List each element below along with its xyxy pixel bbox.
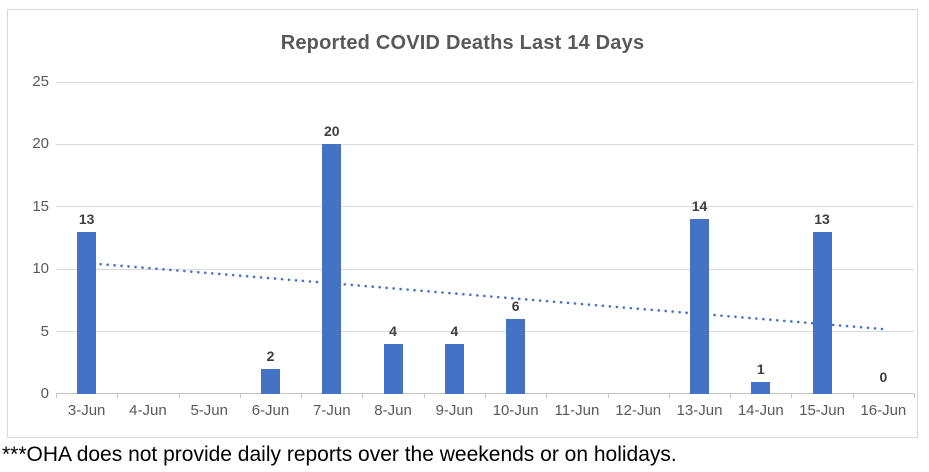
bar-value-label-8-Jun: 4 [389,323,397,340]
x-axis-tick-12 [791,394,793,398]
x-axis-tick-4 [301,394,303,398]
x-tick-label-5-Jun: 5-Jun [190,402,228,419]
bar-14-Jun [751,381,771,394]
x-axis-tick-11 [730,394,732,398]
bar-3-Jun [77,231,97,394]
bar-value-label-16-Jun: 0 [879,369,888,385]
x-tick-label-12-Jun: 12-Jun [615,402,662,419]
gridline-25 [56,81,914,83]
bar-7-Jun [322,144,342,394]
x-axis-tick-0 [56,394,57,398]
x-axis-line [56,393,914,394]
x-axis-tick-9 [607,394,609,398]
bar-value-label-7-Jun: 20 [323,123,340,140]
gridline-15 [56,206,914,208]
y-tick-label-15: 15 [32,197,49,215]
y-tick-label-10: 10 [32,260,49,278]
x-tick-label-15-Jun: 15-Jun [799,402,845,419]
bar-value-label-14-Jun: 1 [756,360,765,377]
x-axis-tick-1 [117,394,119,398]
x-tick-label-14-Jun: 14-Jun [737,402,784,419]
x-tick-label-4-Jun: 4-Jun [129,402,167,419]
gridline-5 [56,331,914,333]
bar-10-Jun [506,319,526,394]
x-tick-label-13-Jun: 13-Jun [676,402,723,419]
x-axis-tick-2 [178,394,180,398]
bar-15-Jun [812,231,832,394]
x-tick-label-6-Jun: 6-Jun [251,402,290,419]
x-tick-label-11-Jun: 11-Jun [554,402,600,419]
bar-13-Jun [690,219,709,394]
bar-6-Jun [261,369,280,394]
x-axis-tick-6 [423,394,425,398]
plot-area: 13 2 20 4 4 6 14 1 13 0 [56,81,914,394]
footnote: ***OHA does not provide daily reports ov… [2,443,677,466]
y-tick-label-20: 20 [32,135,49,153]
trendline-path [85,261,885,331]
y-tick-label-5: 5 [40,322,49,340]
x-axis-tick-14 [914,394,915,398]
x-axis-tick-13 [852,394,854,398]
y-tick-label-25: 25 [32,73,49,90]
bar-value-label-10-Jun: 6 [511,298,520,315]
x-tick-label-7-Jun: 7-Jun [313,402,351,419]
y-tick-label-0: 0 [40,385,49,402]
chart-title: Reported COVID Deaths Last 14 Days [280,32,645,54]
bar-value-label-13-Jun: 14 [691,198,708,215]
x-axis-tick-3 [239,394,241,398]
x-axis-tick-8 [546,394,548,398]
bar-9-Jun [444,344,464,394]
x-axis-tick-7 [485,394,486,398]
covid-deaths-chart: Reported COVID Deaths Last 14 Days 13 2 20… [7,9,918,438]
gridline-20 [56,143,914,145]
x-tick-label-9-Jun: 9-Jun [435,402,474,419]
gridline-10 [56,268,914,270]
bar-value-label-3-Jun: 13 [78,210,95,227]
bar-value-label-6-Jun: 2 [266,348,275,365]
x-axis-tick-10 [668,394,670,398]
bar-value-label-9-Jun: 4 [450,323,459,340]
x-axis-tick-5 [362,394,364,398]
bar-8-Jun [383,344,403,394]
x-tick-label-8-Jun: 8-Jun [374,402,412,419]
trendline [85,261,885,331]
x-tick-label-10-Jun: 10-Jun [492,402,539,419]
x-tick-label-3-Jun: 3-Jun [67,402,106,419]
x-tick-label-16-Jun: 16-Jun [860,402,907,419]
bar-value-label-15-Jun: 13 [814,210,830,227]
